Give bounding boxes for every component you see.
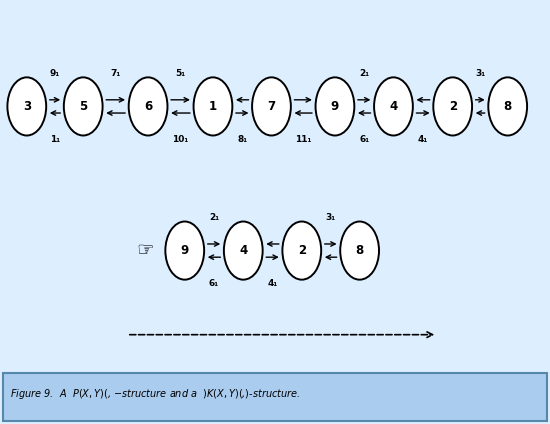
Text: 2: 2: [298, 244, 306, 257]
Text: 6: 6: [144, 100, 152, 113]
Text: 2₁: 2₁: [359, 69, 369, 78]
Ellipse shape: [488, 77, 527, 136]
Text: 2₁: 2₁: [209, 213, 219, 222]
Text: 6₁: 6₁: [209, 279, 219, 288]
Ellipse shape: [166, 221, 204, 280]
Text: 6₁: 6₁: [359, 135, 369, 144]
Text: 4: 4: [239, 244, 248, 257]
Text: 1₁: 1₁: [50, 135, 60, 144]
Ellipse shape: [194, 77, 232, 136]
Text: Figure 9.  A  $P(X,Y)($, $-$structure and a  $)K(X,Y)($,$)$-structure.: Figure 9. A $P(X,Y)($, $-$structure and …: [10, 387, 300, 401]
Text: 11₁: 11₁: [295, 135, 311, 144]
Ellipse shape: [374, 77, 413, 136]
Ellipse shape: [340, 221, 379, 280]
Ellipse shape: [129, 77, 167, 136]
Ellipse shape: [224, 221, 263, 280]
Text: 4₁: 4₁: [267, 279, 278, 288]
Text: 4: 4: [389, 100, 398, 113]
Text: 9: 9: [180, 244, 189, 257]
Ellipse shape: [252, 77, 291, 136]
Ellipse shape: [282, 221, 321, 280]
Text: 8: 8: [355, 244, 364, 257]
FancyBboxPatch shape: [3, 373, 547, 421]
Text: 3₁: 3₁: [475, 69, 485, 78]
Ellipse shape: [316, 77, 354, 136]
Text: 5₁: 5₁: [175, 69, 185, 78]
Text: 4₁: 4₁: [418, 135, 428, 144]
Text: 3: 3: [23, 100, 31, 113]
Text: 10₁: 10₁: [172, 135, 189, 144]
Ellipse shape: [433, 77, 472, 136]
Text: 5: 5: [79, 100, 87, 113]
Text: 1: 1: [209, 100, 217, 113]
Ellipse shape: [64, 77, 103, 136]
Ellipse shape: [7, 77, 46, 136]
Text: 7: 7: [267, 100, 276, 113]
Text: 9₁: 9₁: [50, 69, 60, 78]
Text: ☞: ☞: [136, 241, 153, 260]
Text: 9: 9: [331, 100, 339, 113]
Text: 2: 2: [449, 100, 456, 113]
Text: 8: 8: [504, 100, 512, 113]
Text: 7₁: 7₁: [111, 69, 121, 78]
Text: 8₁: 8₁: [237, 135, 248, 144]
Text: 3₁: 3₁: [326, 213, 336, 222]
